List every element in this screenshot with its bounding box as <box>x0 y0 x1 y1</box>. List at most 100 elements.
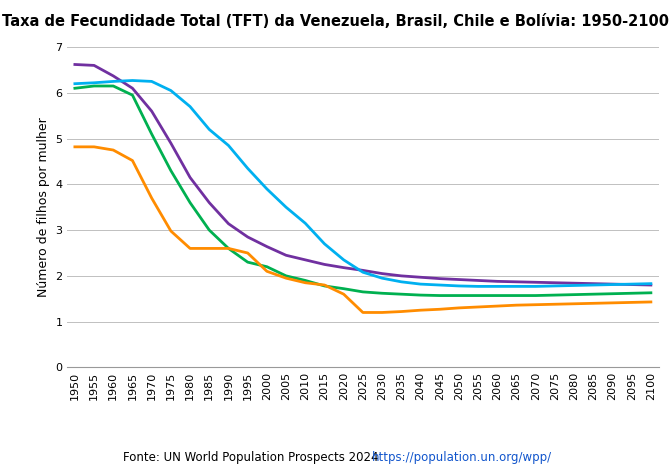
Chile <box>224 245 233 251</box>
Chile <box>205 245 213 251</box>
Brasil <box>167 168 175 173</box>
Brasil <box>589 292 597 297</box>
Venezuela <box>628 282 636 287</box>
Bolívia <box>589 282 597 288</box>
Brasil <box>435 292 444 298</box>
Brasil <box>551 292 559 298</box>
Bolívia <box>378 276 386 281</box>
Chile <box>455 305 463 311</box>
Brasil <box>110 83 118 89</box>
Chile <box>90 144 98 150</box>
Brasil <box>224 245 233 251</box>
Venezuela <box>90 63 98 68</box>
Brasil <box>244 260 252 265</box>
Brasil <box>90 83 98 89</box>
Brasil <box>570 292 578 298</box>
Bolívia <box>148 79 156 84</box>
Text: Taxa de Fecundidade Total (TFT) da Venezuela, Brasil, Chile e Bolívia: 1950-2100: Taxa de Fecundidade Total (TFT) da Venez… <box>3 14 669 29</box>
Bolívia <box>608 282 616 287</box>
Venezuela <box>282 252 290 258</box>
Brasil <box>378 291 386 296</box>
Venezuela <box>397 273 405 279</box>
Venezuela <box>263 244 271 250</box>
Bolívia <box>321 241 329 247</box>
Venezuela <box>167 140 175 146</box>
Brasil <box>513 292 521 298</box>
Brasil <box>417 292 425 298</box>
Bolívia <box>244 165 252 171</box>
Venezuela <box>205 200 213 205</box>
Venezuela <box>186 175 194 180</box>
Venezuela <box>417 275 425 280</box>
Brasil <box>282 273 290 279</box>
Venezuela <box>589 281 597 286</box>
Brasil <box>608 291 616 297</box>
Brasil <box>263 264 271 269</box>
Bolívia <box>128 78 136 83</box>
Chile <box>282 276 290 281</box>
Y-axis label: Número de filhos por mulher: Número de filhos por mulher <box>37 117 50 297</box>
Venezuela <box>339 265 347 270</box>
Chile <box>589 300 597 306</box>
Bolívia <box>167 88 175 93</box>
Chile <box>263 268 271 274</box>
Brasil <box>339 286 347 292</box>
Bolívia <box>263 186 271 192</box>
Bolívia <box>493 284 501 289</box>
Chile <box>493 303 501 309</box>
Chile <box>397 309 405 314</box>
Chile <box>417 308 425 313</box>
Brasil <box>71 85 79 91</box>
Venezuela <box>301 257 309 263</box>
Chile <box>378 309 386 315</box>
Bolívia <box>474 284 482 289</box>
Text: https://population.un.org/wpp/: https://population.un.org/wpp/ <box>372 451 552 464</box>
Brasil <box>628 291 636 296</box>
Chile <box>532 302 540 308</box>
Bolívia <box>110 79 118 84</box>
Chile <box>608 300 616 306</box>
Brasil <box>474 292 482 298</box>
Bolívia <box>647 281 655 286</box>
Venezuela <box>570 280 578 286</box>
Line: Venezuela: Venezuela <box>75 65 651 285</box>
Brasil <box>205 227 213 233</box>
Bolívia <box>205 127 213 132</box>
Bolívia <box>532 284 540 289</box>
Chile <box>647 299 655 305</box>
Bolívia <box>224 143 233 148</box>
Brasil <box>455 292 463 298</box>
Venezuela <box>513 279 521 284</box>
Venezuela <box>359 268 367 273</box>
Chile <box>128 158 136 163</box>
Chile <box>110 147 118 153</box>
Chile <box>71 144 79 150</box>
Bolívia <box>359 269 367 275</box>
Brasil <box>647 290 655 296</box>
Venezuela <box>608 281 616 287</box>
Chile <box>551 301 559 307</box>
Chile <box>148 195 156 201</box>
Bolívia <box>417 281 425 287</box>
Venezuela <box>551 280 559 285</box>
Chile <box>570 301 578 307</box>
Chile <box>339 292 347 297</box>
Line: Chile: Chile <box>75 147 651 312</box>
Bolívia <box>339 257 347 263</box>
Brasil <box>359 289 367 295</box>
Brasil <box>186 200 194 205</box>
Bolívia <box>628 281 636 287</box>
Venezuela <box>474 277 482 283</box>
Venezuela <box>647 282 655 288</box>
Bolívia <box>90 80 98 86</box>
Venezuela <box>455 276 463 282</box>
Chile <box>167 228 175 234</box>
Brasil <box>493 292 501 298</box>
Venezuela <box>224 221 233 227</box>
Venezuela <box>493 278 501 284</box>
Line: Bolívia: Bolívia <box>75 81 651 286</box>
Venezuela <box>321 261 329 267</box>
Chile <box>513 302 521 308</box>
Bolívia <box>71 81 79 87</box>
Text: Fonte: UN World Population Prospects 2024: Fonte: UN World Population Prospects 202… <box>124 451 383 464</box>
